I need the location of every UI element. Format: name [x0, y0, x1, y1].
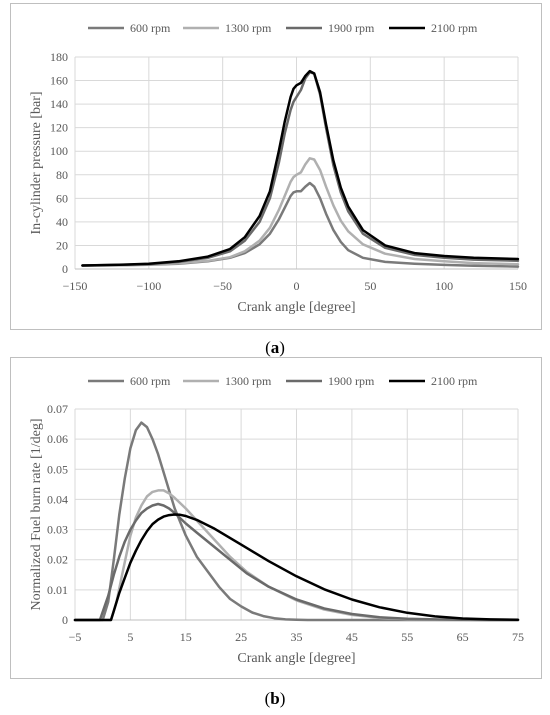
x-tick-label: 65: [457, 630, 469, 644]
y-tick-label: 140: [50, 97, 68, 111]
legend-label: 600 rpm: [130, 374, 171, 388]
y-tick-label: 180: [50, 50, 68, 64]
series-line-2100-rpm: [73, 513, 520, 622]
y-tick-label: 0.06: [47, 432, 68, 446]
y-tick-label: 60: [56, 191, 68, 205]
x-tick-label: −50: [213, 279, 232, 293]
series-line-2100-rpm: [81, 69, 520, 267]
series-line-1900-rpm: [73, 502, 520, 622]
x-tick-label: −150: [63, 279, 88, 293]
y-tick-label: 0.03: [47, 523, 68, 537]
y-tick-label: 100: [50, 144, 68, 158]
y-axis-title: Normalized Fuel burn rate [1/deg]: [29, 418, 44, 610]
y-tick-label: 0: [62, 262, 68, 276]
x-tick-label: 5: [127, 630, 133, 644]
legend-label: 600 rpm: [130, 21, 171, 35]
legend-label: 1300 rpm: [225, 21, 272, 35]
panel-b-label: (b): [264, 689, 286, 708]
y-tick-label: 40: [56, 215, 68, 229]
legend-label: 2100 rpm: [431, 374, 478, 388]
series-line-600-rpm: [73, 421, 520, 622]
y-tick-label: 20: [56, 238, 68, 252]
y-tick-label: 0.05: [47, 462, 68, 476]
series-line-1300-rpm: [81, 157, 520, 267]
y-tick-label: 0.01: [47, 583, 68, 597]
x-tick-label: 45: [346, 630, 358, 644]
series-line-600-rpm: [81, 181, 520, 268]
x-tick-label: 35: [291, 630, 303, 644]
panel-b-frame: [10, 357, 542, 679]
legend-label: 1900 rpm: [328, 21, 375, 35]
panel-a-label: (a): [265, 338, 285, 357]
x-tick-label: 15: [180, 630, 192, 644]
chart-b: 0 0.01 0.02 0.03 0.04 0.05 0.06 0.07 −5 5 15 25 35 45…: [29, 374, 524, 666]
x-tick-label: −100: [136, 279, 161, 293]
y-tick-label: 120: [50, 121, 68, 135]
x-tick-label: 0: [294, 279, 300, 293]
x-tick-label: 55: [401, 630, 413, 644]
x-axis-title: Crank angle [degree]: [237, 651, 355, 666]
y-tick-label: 0.07: [47, 402, 68, 416]
x-tick-label: 75: [512, 630, 524, 644]
x-tick-label: 150: [509, 279, 527, 293]
y-tick-label: 0: [62, 613, 68, 627]
y-tick-label: 0.04: [47, 492, 68, 506]
x-tick-label: 100: [435, 279, 453, 293]
y-axis-title: In-cylinder pressure [bar]: [29, 91, 44, 234]
y-tick-label: 160: [50, 74, 68, 88]
chart-a: 0 20 40 60 80 100 120 140 160 180 −150 −100 −50 0 50 10…: [29, 21, 527, 315]
x-tick-label: −5: [69, 630, 82, 644]
x-tick-label: 25: [235, 630, 247, 644]
x-tick-label: 50: [364, 279, 376, 293]
y-tick-label: 0.02: [47, 553, 68, 567]
legend-label: 1900 rpm: [328, 374, 375, 388]
legend-label: 1300 rpm: [225, 374, 272, 388]
x-axis-title: Crank angle [degree]: [237, 300, 355, 315]
y-tick-label: 80: [56, 168, 68, 182]
series-line-1900-rpm: [81, 71, 520, 267]
legend-label: 2100 rpm: [431, 21, 478, 35]
